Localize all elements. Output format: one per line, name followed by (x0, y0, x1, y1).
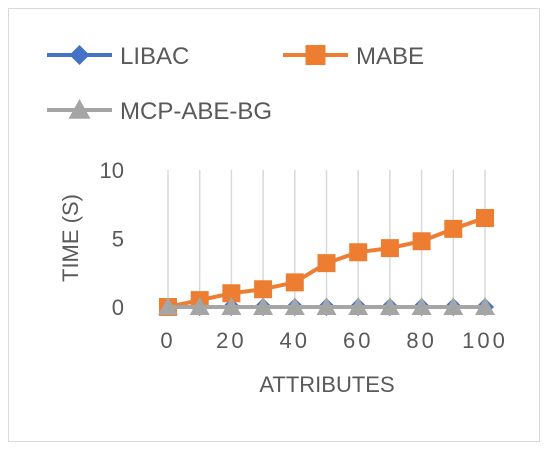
data-point (221, 297, 242, 315)
legend-item-mcp-abe-bg: MCP-ABE-BG (47, 98, 272, 125)
data-point (348, 297, 369, 315)
data-point (316, 297, 337, 315)
y-tick-label: 0 (112, 295, 124, 320)
data-point (284, 297, 305, 315)
data-point (254, 280, 273, 299)
data-point (222, 284, 241, 303)
legend-marker-square (305, 45, 326, 65)
x-tick-label: 40 (280, 328, 310, 353)
x-axis-title: ATTRIBUTES (259, 372, 394, 397)
data-point (476, 208, 494, 227)
data-point (411, 297, 432, 315)
legend-item-libac: LIBAC (47, 43, 189, 70)
y-tick-label: 10 (100, 158, 124, 183)
data-point (189, 297, 210, 315)
y-axis-title: TIME (S) (58, 194, 83, 282)
data-point (380, 239, 399, 258)
legend-item-mabe: MABE (283, 43, 424, 70)
x-tick-label: 0 (160, 328, 175, 353)
legend-marker-diamond (69, 45, 90, 65)
series-layer (158, 208, 495, 316)
legend-label-mcp-abe-bg: MCP-ABE-BG (120, 98, 272, 125)
x-tick-label: 20 (216, 328, 246, 353)
y-axis-ticks: 0 5 10 (100, 158, 124, 320)
x-tick-label: 100 (462, 328, 508, 353)
x-tick-label: 60 (343, 328, 373, 353)
y-tick-label: 5 (112, 227, 124, 252)
data-point (317, 254, 336, 273)
x-tick-label: 80 (406, 328, 436, 353)
legend-label-libac: LIBAC (120, 43, 189, 70)
legend-label-mabe: MABE (356, 43, 424, 70)
legend-marker-triangle (68, 99, 91, 119)
data-point (444, 219, 463, 238)
data-point (412, 232, 431, 251)
legend: LIBAC MABE MCP-ABE-BG (47, 43, 424, 125)
data-point (349, 243, 368, 262)
data-point (475, 297, 495, 315)
x-axis-ticks: 0 20 40 60 80 100 (160, 328, 508, 353)
data-point (158, 297, 178, 315)
data-point (443, 297, 464, 315)
series-mcp-abe-bg (158, 297, 495, 315)
gridlines (167, 170, 486, 307)
data-point (379, 297, 400, 315)
data-point (253, 297, 274, 315)
data-point (285, 273, 304, 292)
